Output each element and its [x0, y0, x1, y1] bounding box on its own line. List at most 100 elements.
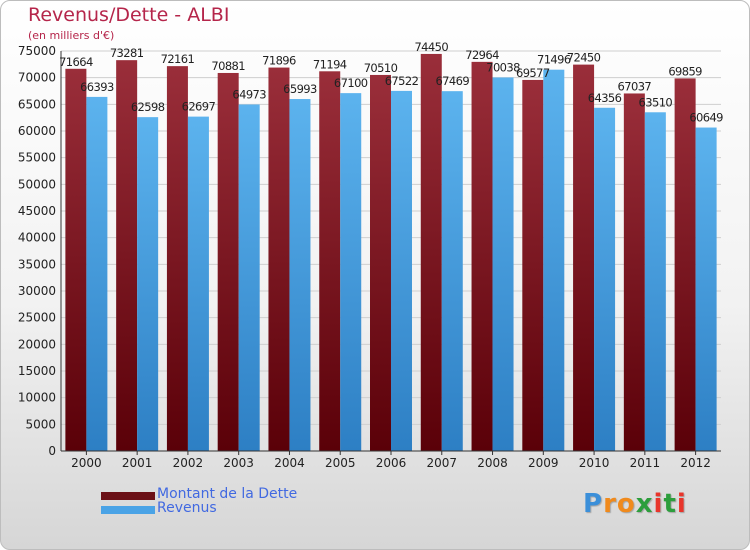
bar-revenue-2010 [594, 107, 616, 451]
y-tick-label: 15000 [18, 364, 56, 378]
data-label-debt-2006: 70510 [364, 61, 398, 75]
legend-label-debt: Montant de la Dette [157, 486, 298, 502]
logo-letter: i [653, 489, 664, 519]
data-label-debt-2005: 71194 [313, 57, 347, 71]
x-tick-label: 2008 [477, 456, 508, 470]
bar-revenue-2001 [137, 117, 159, 452]
bar-revenue-2006 [391, 90, 412, 452]
data-label-revenue-2003: 64973 [232, 87, 266, 101]
y-tick-label: 0 [48, 444, 56, 458]
x-tick-label: 2005 [325, 456, 356, 470]
data-label-revenue-2011: 63510 [639, 95, 673, 109]
bar-revenue-2002 [187, 116, 209, 451]
chart-title: Revenus/Dette - ALBI [28, 4, 230, 26]
x-tick-label: 2004 [274, 456, 305, 470]
legend-label-revenue: Revenus [157, 500, 217, 516]
data-label-revenue-2002: 62697 [182, 100, 216, 114]
data-label-revenue-2004: 65993 [283, 82, 317, 96]
bar-revenue-2005 [340, 93, 362, 451]
chart-subtitle: (en milliers d'€) [28, 29, 115, 42]
bar-debt-2008 [471, 61, 493, 451]
data-label-revenue-2001: 62598 [131, 100, 165, 114]
data-label-revenue-2007: 67469 [435, 74, 469, 88]
data-label-revenue-2010: 64356 [588, 91, 622, 105]
logo-letter: i [676, 489, 687, 519]
data-label-debt-2000: 71664 [59, 55, 93, 69]
data-label-revenue-2012: 60649 [689, 111, 723, 125]
y-tick-label: 65000 [18, 97, 56, 111]
y-tick-label: 60000 [18, 124, 56, 138]
x-tick-label: 2007 [426, 456, 457, 470]
data-label-revenue-2005: 67100 [334, 76, 368, 90]
bar-debt-2011 [623, 93, 645, 451]
data-label-debt-2012: 69859 [668, 64, 702, 78]
axes: 0 5000 10000 15000 20000 25000 30000 35000 40000… [18, 44, 721, 470]
x-tick-label: 2003 [223, 456, 254, 470]
data-label-debt-2008: 72964 [465, 48, 499, 62]
x-tick-label: 2000 [71, 456, 102, 470]
bar-debt-2007 [420, 53, 442, 451]
bar-revenue-2008 [492, 77, 514, 452]
data-labels: 71664 66393 73281 62598 72161 62697 70881 64973… [59, 40, 724, 125]
x-tick-label: 2001 [122, 456, 153, 470]
bar-debt-2006 [370, 74, 391, 452]
bar-debt-2012 [674, 78, 696, 451]
bar-revenue-2003 [238, 104, 260, 452]
y-tick-label: 45000 [18, 204, 56, 218]
data-label-debt-2003: 70881 [211, 59, 245, 73]
bar-debt-2000 [65, 68, 87, 452]
data-label-debt-2002: 72161 [161, 52, 195, 66]
data-label-revenue-2006: 67522 [385, 74, 419, 88]
y-tick-label: 50000 [18, 177, 56, 191]
data-label-debt-2011: 67037 [618, 79, 652, 93]
y-tick-label: 35000 [18, 257, 56, 271]
bar-debt-2002 [166, 66, 188, 452]
x-tick-label: 2002 [173, 456, 204, 470]
y-tick-label: 5000 [25, 417, 56, 431]
y-tick-label: 20000 [18, 337, 56, 351]
bar-debt-2010 [573, 64, 595, 451]
data-label-debt-2004: 71896 [262, 54, 296, 68]
logo-letter: x [635, 489, 654, 519]
x-tick-label: 2012 [680, 456, 711, 470]
bar-debt-2005 [319, 71, 341, 451]
data-label-revenue-2000: 66393 [80, 80, 114, 94]
logo-letter: P [583, 489, 604, 519]
x-tick-label: 2011 [630, 456, 661, 470]
data-label-revenue-2009: 71496 [537, 53, 571, 67]
proxiti-logo: Proxiti [583, 489, 687, 519]
x-tick-label: 2009 [528, 456, 559, 470]
bar-revenue-2004 [289, 99, 311, 452]
y-tick-label: 40000 [18, 231, 56, 245]
bar-debt-2001 [116, 60, 138, 451]
bar-revenue-2007 [441, 91, 463, 451]
legend-swatch-revenue [101, 506, 155, 514]
data-label-debt-2001: 73281 [110, 46, 144, 60]
y-tick-label: 10000 [18, 391, 56, 405]
y-tick-label: 75000 [18, 44, 56, 58]
bars [65, 53, 717, 452]
logo-letter: r [603, 489, 617, 519]
bar-debt-2003 [217, 72, 239, 451]
data-label-debt-2009: 69577 [516, 66, 550, 80]
bar-revenue-2000 [86, 96, 108, 452]
data-label-debt-2007: 74450 [414, 40, 448, 54]
bar-debt-2009 [522, 79, 544, 451]
logo-letter: o [616, 489, 636, 519]
x-tick-label: 2006 [376, 456, 407, 470]
legend-swatch-debt [101, 492, 155, 500]
data-label-debt-2010: 72450 [567, 51, 601, 65]
x-tick-label: 2010 [579, 456, 610, 470]
bar-revenue-2012 [695, 127, 717, 451]
data-label-revenue-2008: 70038 [486, 60, 520, 74]
logo-letter: t [663, 489, 677, 519]
y-tick-label: 70000 [18, 71, 56, 85]
bar-revenue-2009 [543, 69, 565, 452]
bar-revenue-2011 [644, 112, 666, 451]
y-tick-label: 25000 [18, 311, 56, 325]
bar-debt-2004 [268, 67, 290, 452]
y-tick-label: 30000 [18, 284, 56, 298]
y-tick-label: 55000 [18, 151, 56, 165]
